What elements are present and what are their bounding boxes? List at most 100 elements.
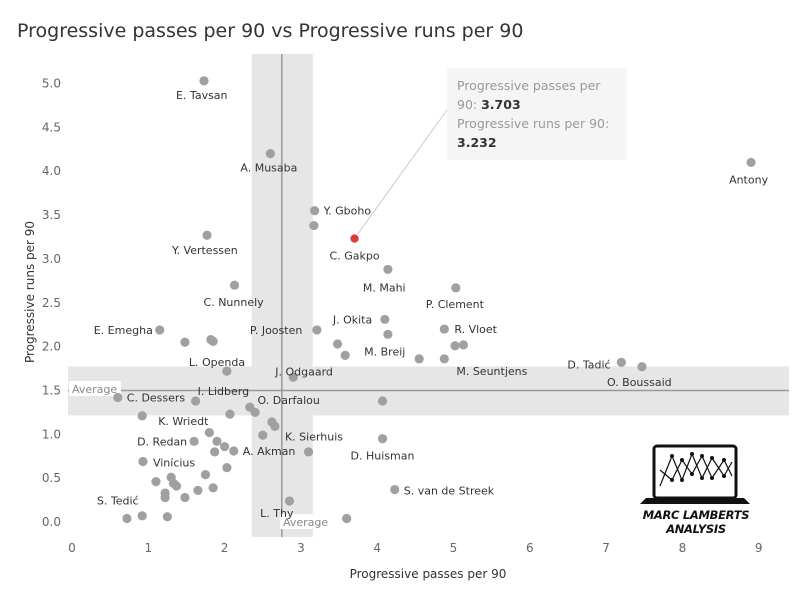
tooltip-y-value: 3.232 xyxy=(457,135,497,150)
tooltip-x-label: Progressive passes per 90: xyxy=(457,78,601,112)
data-point[interactable] xyxy=(199,76,209,86)
data-point[interactable] xyxy=(342,513,352,524)
data-point[interactable] xyxy=(212,436,222,446)
data-label: M. Seuntjens xyxy=(456,365,527,378)
data-point[interactable] xyxy=(180,337,190,347)
data-point[interactable] xyxy=(414,354,424,364)
data-point[interactable] xyxy=(250,407,260,417)
data-point[interactable] xyxy=(451,283,461,293)
data-point[interactable] xyxy=(439,324,449,334)
data-point[interactable] xyxy=(222,463,232,473)
y-tick-label: 3.5 xyxy=(42,208,61,222)
data-point[interactable] xyxy=(383,329,393,339)
data-label: D. Tadić xyxy=(567,358,610,371)
data-point[interactable] xyxy=(383,264,393,275)
data-label: Y. Vertessen xyxy=(171,244,238,257)
data-point[interactable] xyxy=(284,496,295,506)
data-point[interactable] xyxy=(113,392,123,403)
data-point[interactable] xyxy=(310,206,320,216)
x-tick-label: 2 xyxy=(221,541,229,555)
y-tick-label: 1.5 xyxy=(42,383,61,397)
y-tick-label: 1.0 xyxy=(42,427,61,441)
data-point[interactable] xyxy=(210,447,220,457)
x-tick-label: 9 xyxy=(755,541,763,555)
data-label: A. Musaba xyxy=(240,162,297,175)
data-point[interactable] xyxy=(332,339,343,349)
data-point[interactable] xyxy=(208,336,218,346)
tooltip: Progressive passes per 90: 3.703 Progres… xyxy=(447,68,627,160)
y-average-label: Average xyxy=(72,383,117,396)
data-point[interactable] xyxy=(204,427,214,438)
data-point[interactable] xyxy=(377,434,388,444)
data-point[interactable] xyxy=(162,512,172,522)
highlighted-label: C. Gakpo xyxy=(330,250,380,263)
data-point[interactable] xyxy=(171,481,182,491)
data-label: I. Lidberg xyxy=(198,385,249,398)
data-point[interactable] xyxy=(220,441,230,452)
tooltip-y-label: Progressive runs per 90: xyxy=(457,116,610,131)
data-label: Y. Gboho xyxy=(323,205,372,218)
x-tick-label: 8 xyxy=(679,541,687,555)
data-point[interactable] xyxy=(137,511,147,521)
data-point[interactable] xyxy=(208,483,218,493)
data-point[interactable] xyxy=(616,357,626,367)
data-label: J. Okita xyxy=(332,313,372,326)
brand-logo: MARC LAMBERTS ANALYSIS xyxy=(616,440,776,536)
data-label: S. van de Streek xyxy=(404,485,495,498)
data-label: O. Boussaid xyxy=(607,376,672,389)
data-point[interactable] xyxy=(746,157,756,168)
data-point[interactable] xyxy=(340,350,350,360)
data-label: S. Tedić xyxy=(97,494,139,507)
brand-logo-text: MARC LAMBERTS ANALYSIS xyxy=(642,508,750,536)
data-point[interactable] xyxy=(637,362,647,372)
x-average-label: Average xyxy=(283,516,328,529)
data-point[interactable] xyxy=(303,447,314,457)
y-tick-label: 0.5 xyxy=(42,471,61,485)
x-axis-label: Progressive passes per 90 xyxy=(350,567,507,581)
y-tick-label: 0.0 xyxy=(42,515,61,529)
data-label: E. Emegha xyxy=(94,324,153,337)
y-tick-label: 4.0 xyxy=(42,164,61,178)
data-point[interactable] xyxy=(377,396,388,406)
data-point[interactable] xyxy=(439,354,449,364)
x-tick-label: 1 xyxy=(144,541,152,555)
data-point[interactable] xyxy=(309,220,319,231)
data-label: Vinícius xyxy=(153,456,195,469)
data-point[interactable] xyxy=(229,446,239,456)
data-point[interactable] xyxy=(450,341,460,351)
data-point[interactable] xyxy=(155,325,165,335)
data-point[interactable] xyxy=(138,456,148,467)
data-point[interactable] xyxy=(390,484,400,495)
data-point[interactable] xyxy=(191,396,201,406)
data-label: D. Huisman xyxy=(351,450,415,463)
data-label: A. Akman xyxy=(243,445,296,458)
data-label: K. Sierhuis xyxy=(285,430,343,443)
data-point[interactable] xyxy=(122,513,132,524)
data-label: D. Redan xyxy=(137,435,187,448)
data-point[interactable] xyxy=(380,314,390,325)
data-point[interactable] xyxy=(458,340,469,350)
y-tick-label: 2.0 xyxy=(42,340,61,354)
data-point[interactable] xyxy=(180,492,190,503)
data-point[interactable] xyxy=(229,280,240,290)
data-point[interactable] xyxy=(270,421,280,432)
data-point[interactable] xyxy=(225,409,235,419)
data-label: Antony xyxy=(729,173,769,186)
data-point[interactable] xyxy=(312,325,322,335)
data-point[interactable] xyxy=(258,430,268,440)
data-point[interactable] xyxy=(202,230,212,240)
data-label: L. Thy xyxy=(260,507,294,520)
x-tick-label: 0 xyxy=(68,541,76,555)
data-point[interactable] xyxy=(160,492,170,503)
data-point[interactable] xyxy=(288,372,298,382)
highlighted-point[interactable] xyxy=(349,233,360,244)
x-tick-label: 4 xyxy=(373,541,381,555)
data-point[interactable] xyxy=(265,149,275,159)
data-point[interactable] xyxy=(151,477,161,487)
y-tick-label: 2.5 xyxy=(42,296,61,310)
data-point[interactable] xyxy=(189,436,199,446)
data-point[interactable] xyxy=(193,485,203,496)
data-point[interactable] xyxy=(137,411,147,421)
data-point[interactable] xyxy=(200,470,211,480)
data-point[interactable] xyxy=(222,366,232,376)
